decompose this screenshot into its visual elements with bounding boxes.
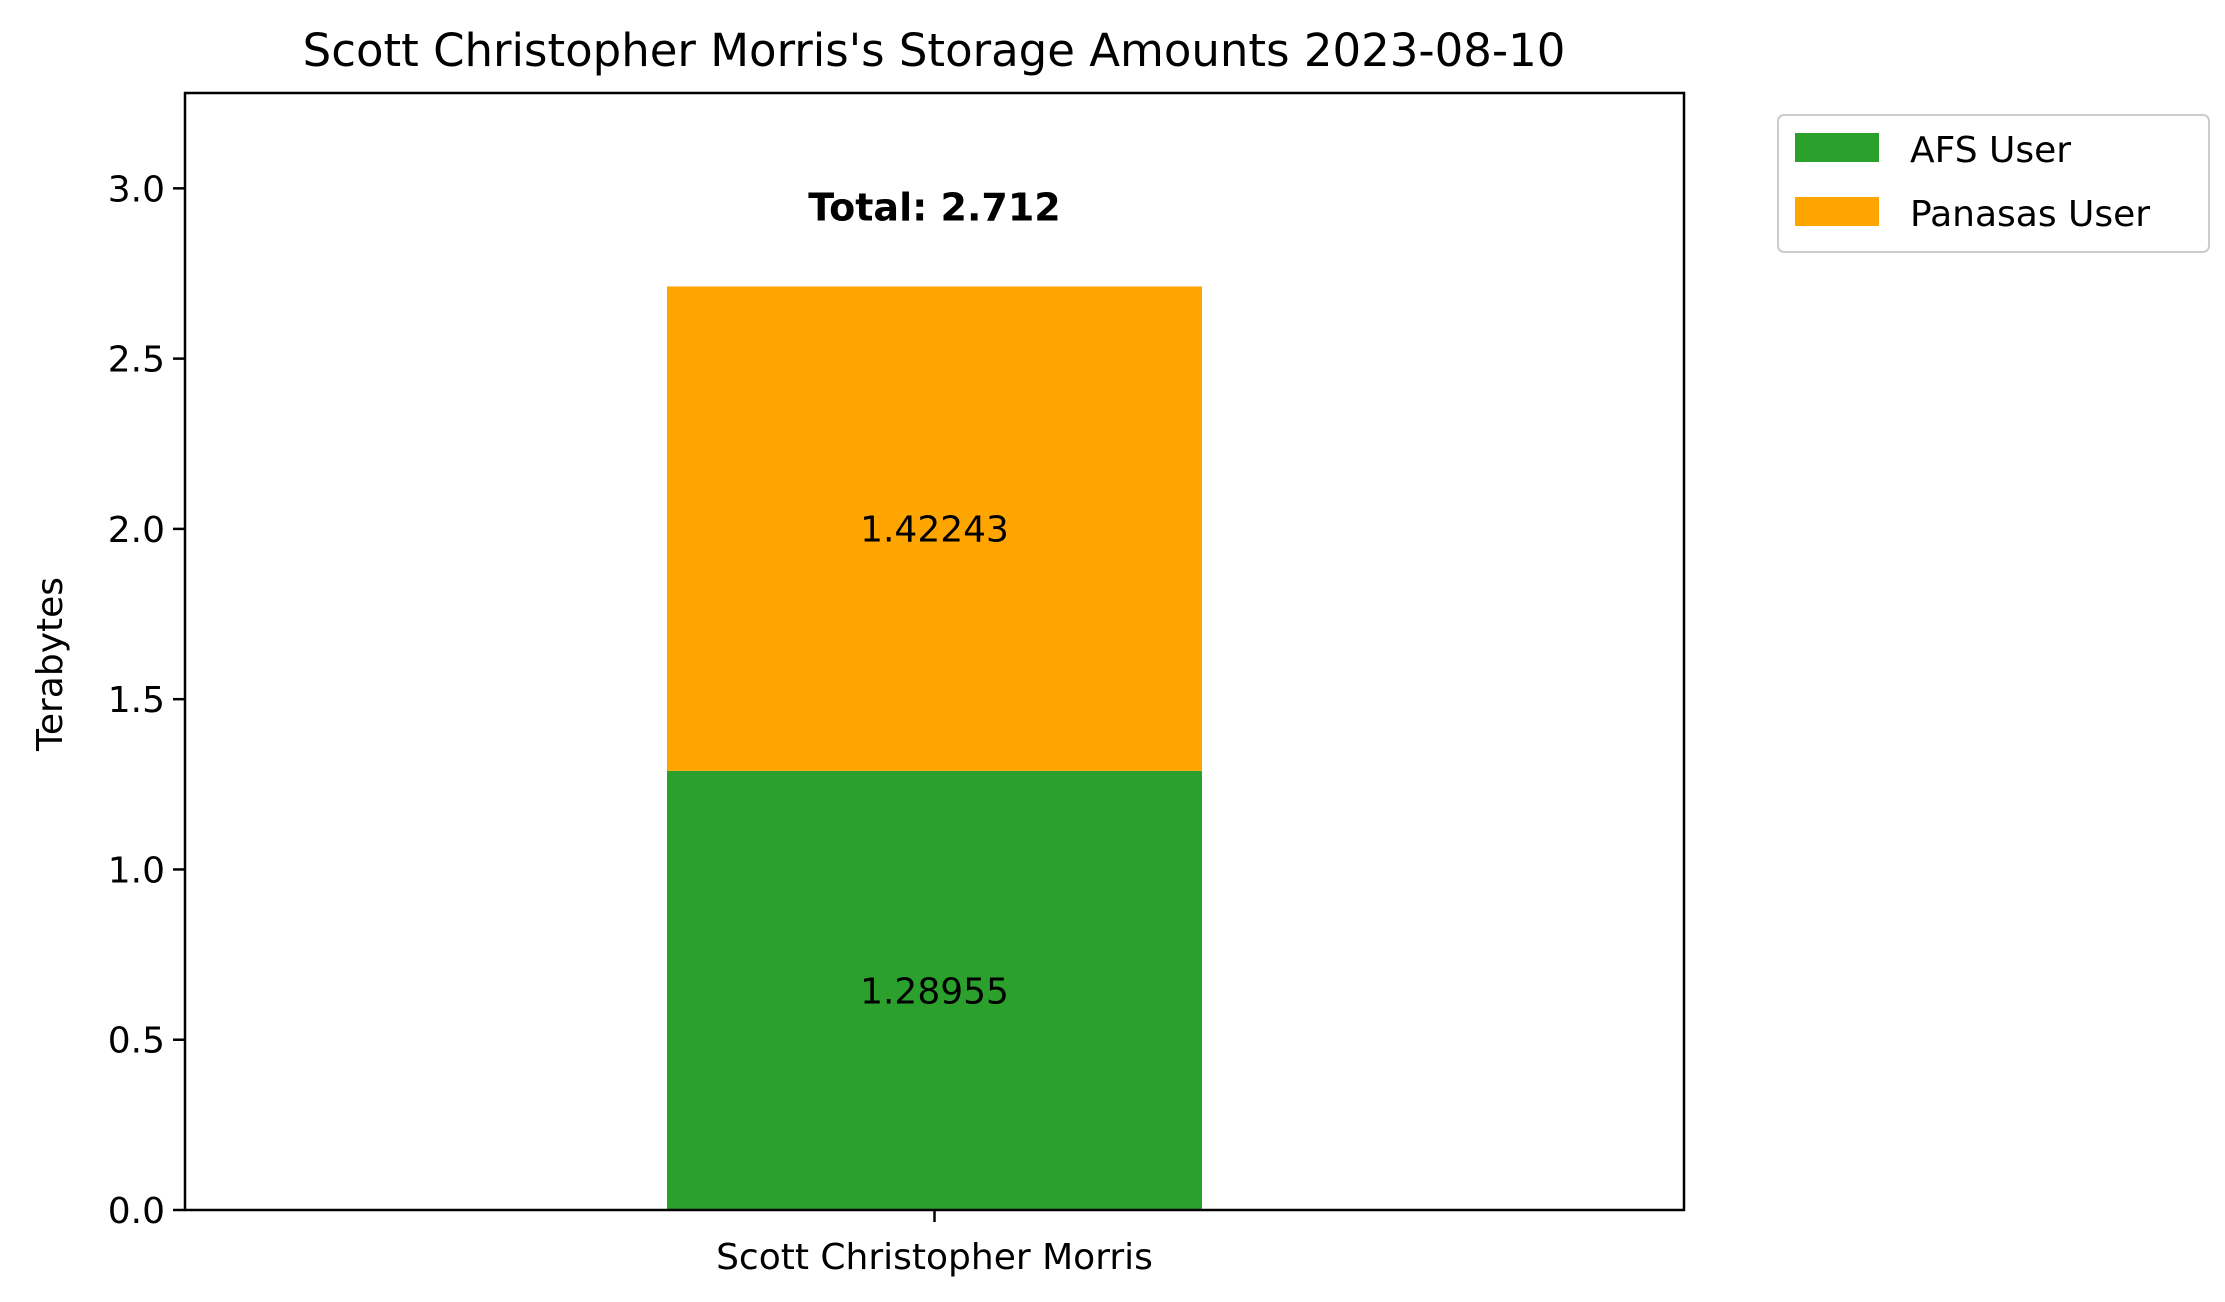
legend: AFS User Panasas User <box>1777 114 2210 253</box>
plot-marks: 1.28955 1.42243 Total: 2.712 <box>667 185 1202 1210</box>
y-axis-ticks: 0.0 0.5 1.0 1.5 2.0 2.5 3.0 <box>108 169 185 1232</box>
legend-swatch <box>1795 133 1879 162</box>
bar-segment <box>667 770 1202 1210</box>
x-axis-ticks: Scott Christopher Morris <box>716 1210 1153 1278</box>
y-tick-label: 3.0 <box>108 169 165 210</box>
y-tick-label: 2.0 <box>108 510 165 551</box>
y-tick-label: 0.0 <box>108 1191 165 1232</box>
y-axis-label: Terabytes <box>30 577 71 752</box>
x-tick-label: Scott Christopher Morris <box>716 1237 1153 1278</box>
legend-swatch <box>1795 197 1879 226</box>
chart-title: Scott Christopher Morris's Storage Amoun… <box>303 24 1566 77</box>
y-tick-label: 1.0 <box>108 850 165 891</box>
bar-value-label: 1.42243 <box>860 510 1009 551</box>
legend-label: Panasas User <box>1910 194 2150 235</box>
y-tick-label: 2.5 <box>108 340 165 381</box>
legend-box <box>1777 114 2210 253</box>
bar-segment <box>667 286 1202 771</box>
y-tick-label: 1.5 <box>108 680 165 721</box>
legend-label: AFS User <box>1910 130 2071 171</box>
plot-frame <box>183 91 1686 1212</box>
bar-value-label: 1.28955 <box>860 971 1009 1012</box>
total-label: Total: 2.712 <box>808 185 1060 229</box>
y-tick-label: 0.5 <box>108 1021 165 1062</box>
